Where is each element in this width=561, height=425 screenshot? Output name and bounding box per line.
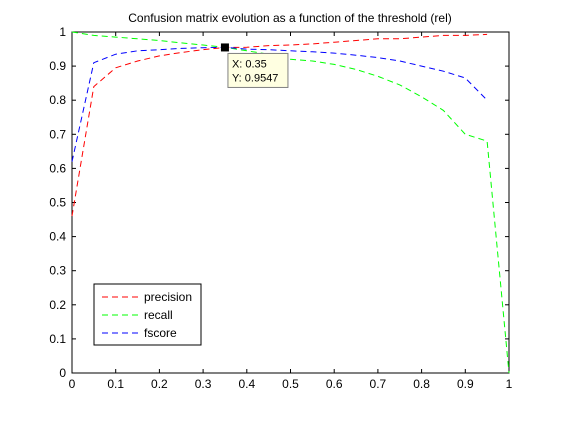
datatip-box [227,52,289,88]
x-axis: 0 0.1 0.2 0.3 0.4 0.5 0.6 0.7 0.8 0.9 1 [69,32,513,391]
x-tick-label: 0.8 [413,377,430,391]
legend: precision recall fscore [93,283,202,346]
y-tick-label: 0.7 [49,127,66,141]
y-tick-label: 0.4 [49,230,66,244]
y-tick-label: 0 [59,366,66,380]
y-tick-label: 0.6 [49,161,66,175]
datatip-marker[interactable] [220,43,229,52]
x-tick-label: 1 [506,377,513,391]
series-layer [71,31,510,374]
data-tip[interactable]: X: 0.35 Y: 0.9547 [220,43,289,88]
y-tick-label: 0.8 [49,93,66,107]
legend-box [93,283,202,346]
x-tick-label: 0.7 [370,377,387,391]
legend-label-fscore: fscore [144,326,177,340]
x-tick-label: 0.4 [238,377,255,391]
x-tick-label: 0.9 [457,377,474,391]
series-line-precision [71,33,488,217]
y-tick-label: 0.3 [49,264,66,278]
y-tick-label: 0.1 [49,332,66,346]
x-tick-label: 0.1 [107,377,124,391]
x-tick-label: 0 [69,377,76,391]
datatip-x-label: X: 0.35 [232,58,267,70]
x-tick-label: 0.6 [326,377,343,391]
y-tick-label: 1 [59,25,66,39]
y-tick-label: 0.9 [49,59,66,73]
y-tick-label: 0.2 [49,298,66,312]
y-tick-label: 0.5 [49,196,66,210]
datatip-y-label: Y: 0.9547 [232,72,279,84]
legend-label-precision: precision [144,290,192,304]
series-line-recall [71,31,510,374]
chart-title: Confusion matrix evolution as a function… [128,11,452,25]
x-tick-label: 0.2 [151,377,168,391]
series-line-fscore [71,46,488,162]
x-tick-label: 0.5 [282,377,299,391]
legend-label-recall: recall [144,308,173,322]
x-tick-label: 0.3 [195,377,212,391]
y-axis: 0 0.1 0.2 0.3 0.4 0.5 0.6 0.7 0.8 0.9 1 [49,25,509,380]
